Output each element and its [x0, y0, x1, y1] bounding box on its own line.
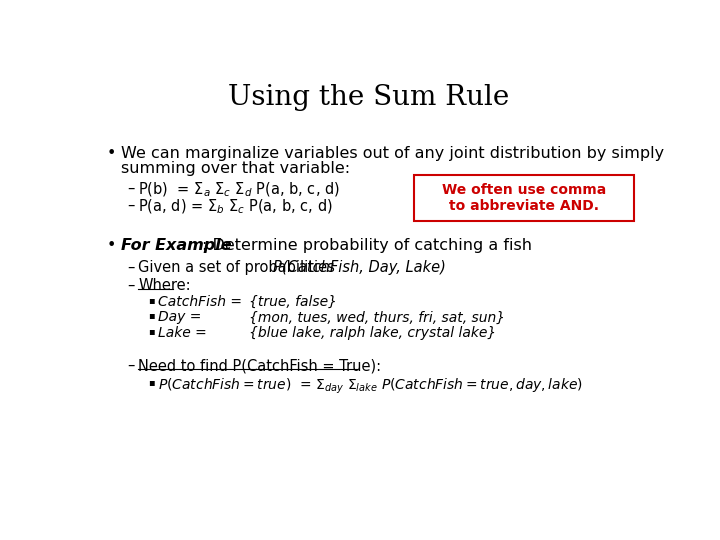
Text: Day =: Day = — [158, 310, 202, 325]
Text: –: – — [127, 181, 135, 196]
Text: We can marginalize variables out of any joint distribution by simply: We can marginalize variables out of any … — [121, 146, 664, 161]
Text: Where:: Where: — [138, 278, 191, 293]
Text: P(CatchFish, Day, Lake): P(CatchFish, Day, Lake) — [273, 260, 446, 275]
Text: –: – — [127, 198, 135, 213]
Text: Using the Sum Rule: Using the Sum Rule — [228, 84, 510, 111]
Text: ▪: ▪ — [148, 326, 155, 336]
Text: {blue lake, ralph lake, crystal lake}: {blue lake, ralph lake, crystal lake} — [249, 326, 496, 340]
Text: –: – — [127, 358, 135, 373]
Text: P(a, d) = $\Sigma_b$ $\Sigma_c$ P(a, b, c, d): P(a, d) = $\Sigma_b$ $\Sigma_c$ P(a, b, … — [138, 198, 333, 217]
Text: Given a set of probabilities: Given a set of probabilities — [138, 260, 340, 275]
Text: •: • — [107, 146, 117, 161]
FancyBboxPatch shape — [414, 175, 634, 221]
Text: ▪: ▪ — [148, 295, 155, 305]
Text: For Example: For Example — [121, 238, 232, 253]
Text: $\it{P(CatchFish = true)}$  = $\Sigma_{day}$ $\Sigma_{lake}$ $\it{P(CatchFish = : $\it{P(CatchFish = true)}$ = $\Sigma_{da… — [158, 377, 583, 396]
Text: : Determine probability of catching a fish: : Determine probability of catching a fi… — [202, 238, 532, 253]
Text: ▪: ▪ — [148, 377, 155, 387]
Text: CatchFish =: CatchFish = — [158, 295, 242, 309]
Text: P(b)  = $\Sigma_a$ $\Sigma_c$ $\Sigma_d$ P(a, b, c, d): P(b) = $\Sigma_a$ $\Sigma_c$ $\Sigma_d$ … — [138, 181, 340, 199]
Text: ▪: ▪ — [148, 310, 155, 320]
Text: {mon, tues, wed, thurs, fri, sat, sun}: {mon, tues, wed, thurs, fri, sat, sun} — [249, 310, 505, 325]
Text: {true, false}: {true, false} — [249, 295, 337, 309]
Text: –: – — [127, 278, 135, 293]
Text: We often use comma
to abbreviate AND.: We often use comma to abbreviate AND. — [442, 183, 606, 213]
Text: Lake =: Lake = — [158, 326, 207, 340]
Text: summing over that variable:: summing over that variable: — [121, 161, 350, 176]
Text: Need to find P(CatchFish = True):: Need to find P(CatchFish = True): — [138, 358, 381, 373]
Text: –: – — [127, 260, 135, 275]
Text: •: • — [107, 238, 117, 253]
